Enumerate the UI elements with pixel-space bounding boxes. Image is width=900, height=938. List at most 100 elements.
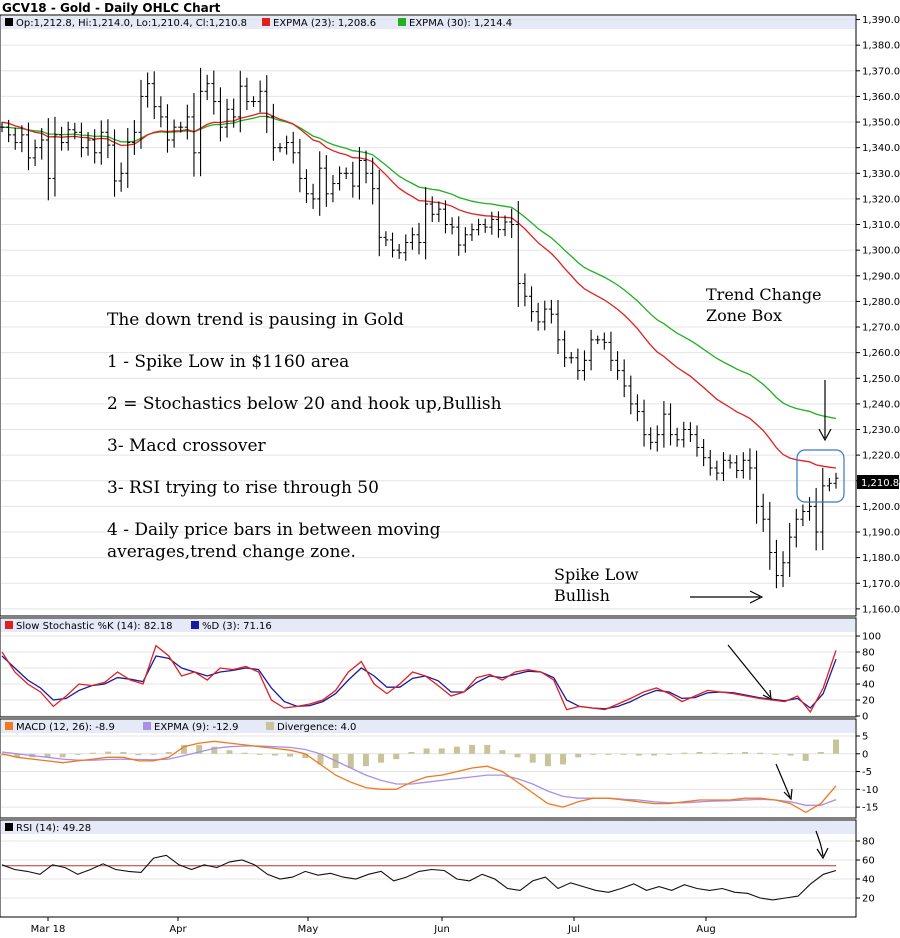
trend-box-label-1: Zone Box: [706, 306, 782, 325]
note-line-2: 2 = Stochastics below 20 and hook up,Bul…: [107, 394, 502, 414]
stoch-tick-label: 80: [862, 648, 875, 659]
divergence-bar: [302, 753, 309, 759]
note-line-1: 1 - Spike Low in $1160 area: [107, 352, 349, 372]
ohlc-bar: [264, 75, 270, 134]
ohlc-bar: [555, 299, 561, 355]
ohlc-bar: [164, 104, 170, 153]
ohlc-bar: [482, 218, 488, 233]
ohlc-bar: [131, 120, 137, 155]
rsi-tick-label: 40: [862, 875, 875, 886]
divergence-bar: [196, 744, 203, 754]
stoch-tick-label: 0: [862, 712, 868, 723]
ohlc-bar: [628, 375, 634, 415]
divergence-legend: Divergence: 4.0: [277, 722, 356, 733]
ohlc-bar: [826, 477, 832, 492]
ohlc-bar: [390, 232, 396, 258]
ohlc-bar: [575, 348, 581, 380]
price-tick-label: 1,380.0: [862, 41, 900, 52]
ohlc-bar: [654, 425, 660, 452]
ohlc-bar: [92, 129, 98, 164]
ohlc-bar: [489, 211, 495, 235]
price-tick-label: 1,180.0: [862, 553, 900, 564]
macd-tick-label: 0: [862, 749, 868, 760]
rsi-legend: RSI (14): 49.28: [16, 823, 91, 834]
divergence-bar: [666, 753, 673, 755]
ohlc-bar: [529, 286, 535, 322]
ohlc-bar: [6, 119, 12, 143]
ohlc-legend-text: Op:1,212.8, Hi:1,214.0, Lo:1,210.4, Cl:1…: [16, 18, 247, 29]
ohlc-bar: [502, 215, 508, 237]
ohlc-bar: [707, 450, 713, 476]
macd-divergence-histogram: [0, 739, 839, 768]
divergence-bar: [135, 753, 142, 756]
ohlc-bar: [297, 138, 303, 193]
macd-signal-legend: EXPMA (9): -12.9: [154, 722, 238, 733]
ohlc-bar: [800, 504, 806, 527]
divergence-bar: [817, 752, 824, 754]
ohlc-bar: [773, 539, 779, 589]
ohlc-bar: [833, 472, 839, 489]
price-tick-label: 1,260.0: [862, 348, 900, 359]
divergence-bar: [635, 753, 642, 756]
stochastic-panel: 0 20 40 60 80 100 Slow Stochastic %K (14): 82…: [0, 617, 881, 723]
ohlc-bar: [204, 74, 210, 101]
ohlc-bar: [641, 399, 647, 447]
ohlc-bar: [138, 79, 144, 149]
price-tick-label: 1,160.0: [862, 604, 900, 615]
ohlc-bar: [65, 121, 71, 151]
note-line-3: 3- Macd crossover: [107, 436, 267, 456]
divergence-bar: [787, 753, 794, 756]
price-tick-label: 1,280.0: [862, 297, 900, 308]
divergence-bar: [742, 752, 749, 754]
divergence-bar: [393, 753, 400, 760]
divergence-bar: [560, 753, 567, 765]
ohlc-legend-swatch: [5, 18, 13, 26]
ohlc-bar: [125, 127, 131, 188]
divergence-bar: [44, 753, 51, 758]
price-tick-label: 1,320.0: [862, 194, 900, 205]
ohlc-bar: [396, 244, 402, 259]
ohlc-bar: [356, 147, 362, 200]
ohlc-bar: [191, 93, 197, 177]
ohlc-bar: [231, 98, 237, 128]
divergence-bar: [802, 753, 809, 761]
ohlc-bar: [78, 122, 84, 158]
divergence-bar: [484, 744, 491, 754]
ohlc-bar: [290, 131, 296, 164]
divergence-bar: [514, 753, 521, 758]
divergence-bar: [211, 746, 218, 754]
divergence-bar: [757, 752, 764, 754]
divergence-swatch: [266, 722, 274, 730]
ohlc-bar: [0, 122, 5, 133]
price-tick-label: 1,340.0: [862, 143, 900, 154]
rsi-arrow: [815, 830, 829, 860]
ohlc-bar: [747, 448, 753, 480]
annotation-notes: The down trend is pausing in Gold 1 - Sp…: [107, 310, 502, 562]
ohlc-bar: [198, 67, 204, 177]
ohlc-bar: [469, 223, 475, 241]
divergence-bar: [575, 753, 582, 758]
trend-box-label-0: Trend Change: [706, 285, 822, 304]
stoch-arrow: [727, 644, 772, 701]
ohlc-bar: [310, 183, 316, 209]
divergence-bar: [120, 752, 127, 754]
divergence-bar: [362, 753, 369, 767]
ohlc-bar: [595, 335, 601, 345]
price-tick-label: 1,310.0: [862, 220, 900, 231]
price-tick-label: 1,250.0: [862, 374, 900, 385]
ohlc-bar: [754, 450, 760, 524]
ohlc-bar: [674, 427, 680, 447]
x-tick-label: May: [298, 924, 319, 935]
ohlc-bar: [456, 216, 462, 256]
macd-signal-line: [1, 745, 837, 806]
last-price-tag: [857, 475, 899, 489]
divergence-bar: [590, 753, 597, 755]
divergence-bar: [726, 753, 733, 755]
stoch-tick-label: 20: [862, 696, 875, 707]
ohlc-bar: [588, 329, 594, 371]
divergence-bar: [226, 750, 233, 754]
ohlc-bar: [52, 116, 58, 197]
ohlc-bar: [720, 452, 726, 482]
ohlc-bar: [793, 508, 799, 548]
stoch-k-line: [1, 644, 837, 714]
